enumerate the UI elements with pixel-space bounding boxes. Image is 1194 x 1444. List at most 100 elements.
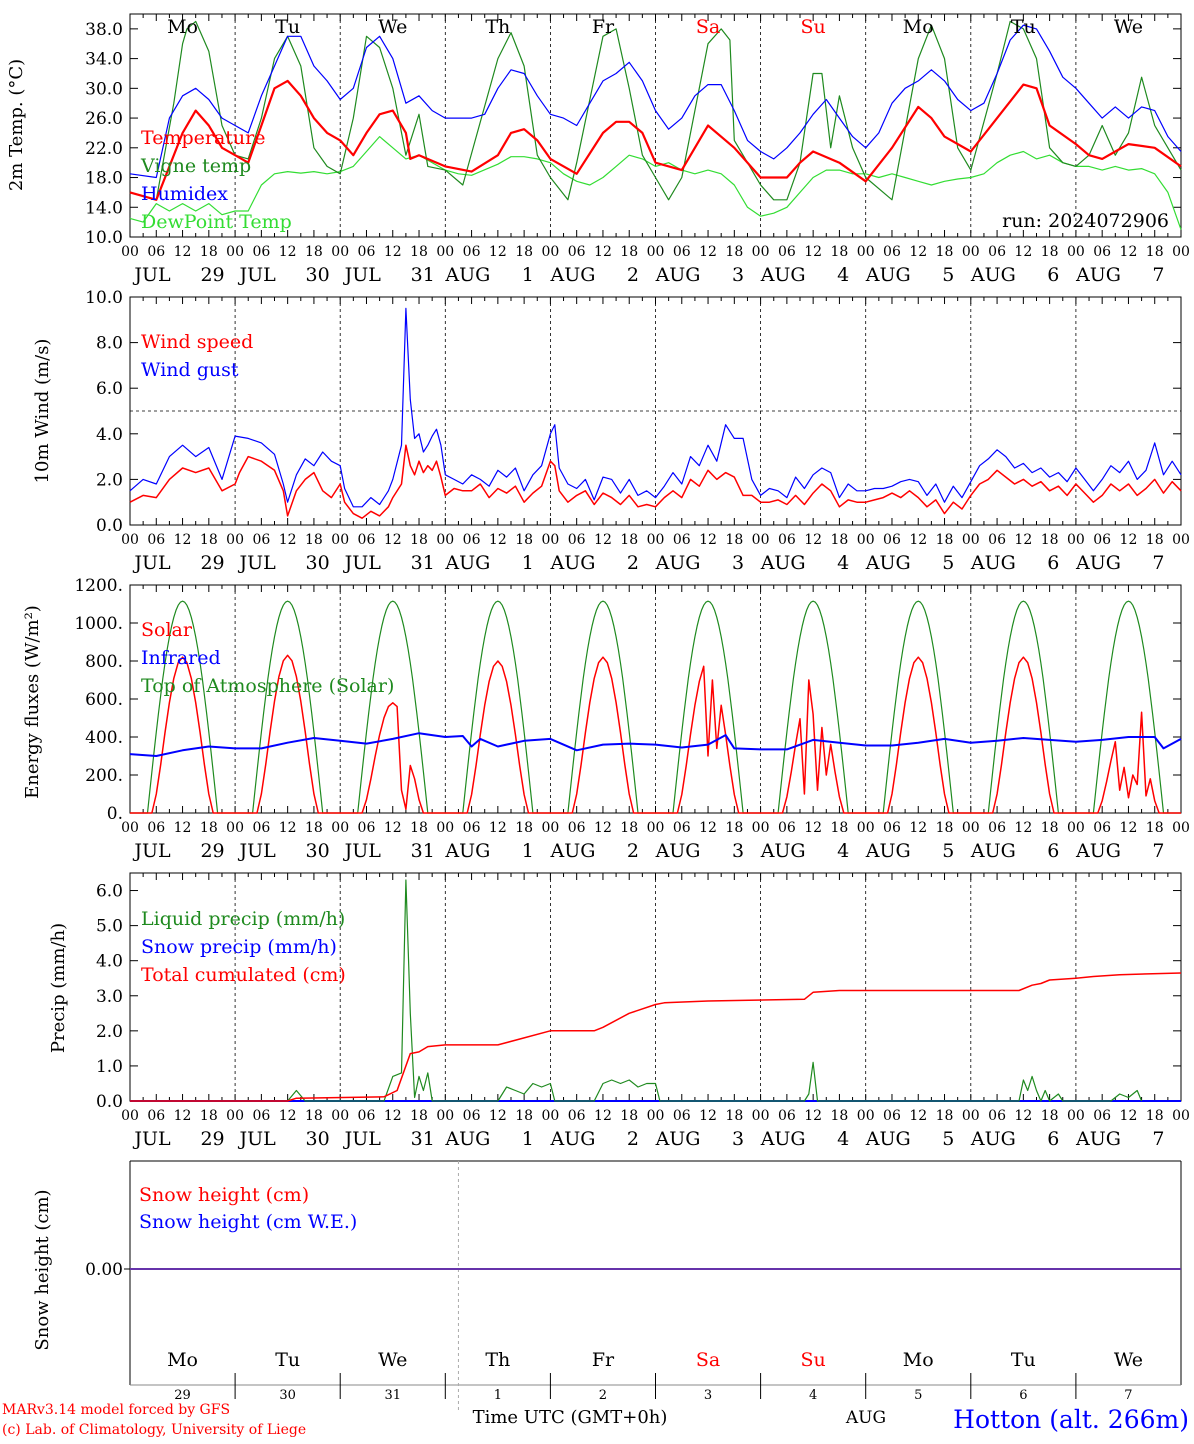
temperature-axis-hour-label: 18: [831, 244, 849, 260]
temperature-ytick-label: 34.0: [85, 50, 123, 70]
energy-axis-day-label: 5: [942, 840, 954, 862]
energy-axis-hour-label: 00: [647, 820, 665, 836]
temperature-axis-hour-label: 06: [673, 244, 691, 260]
precip-axis-hour-label: 00: [331, 1108, 349, 1124]
wind-axis-day-label: 3: [732, 552, 744, 574]
day-name-bottom: Su: [801, 1349, 826, 1371]
temperature-axis-hour-label: 00: [752, 244, 770, 260]
temperature-axis-hour-label: 18: [410, 244, 428, 260]
energy-legend-entry: Top of Atmosphere (Solar): [141, 675, 394, 697]
temperature-axis-day-label: 7: [1152, 264, 1164, 286]
temperature-axis-month-label: JUL: [343, 264, 382, 286]
temperature-axis-day-label: 5: [942, 264, 954, 286]
energy-axis-day-label: 2: [627, 840, 639, 862]
temperature-axis-hour-label: 00: [541, 244, 559, 260]
precip-ytick-label: 0.0: [96, 1092, 123, 1112]
energy-axis-hour-label: 00: [436, 820, 454, 836]
wind-axis-day-label: 31: [411, 552, 435, 574]
precip-axis-hour-label: 18: [725, 1108, 743, 1124]
precip-axis-day-label: 4: [837, 1128, 849, 1150]
precip-axis-day-label: 5: [942, 1128, 954, 1150]
energy-axis-hour-label: 06: [568, 820, 586, 836]
temperature-axis-day-label: 29: [200, 264, 224, 286]
energy-axis-month-label: AUG: [655, 840, 701, 862]
temperature-axis-hour-label: 00: [121, 244, 139, 260]
precip-axis-hour-label: 18: [305, 1108, 323, 1124]
wind-axis-hour-label: 12: [279, 532, 297, 548]
wind-axis-hour-label: 18: [1146, 532, 1164, 548]
precip-axis-hour-label: 00: [1067, 1108, 1085, 1124]
energy-axis-hour-label: 18: [831, 820, 849, 836]
wind-axis-month-label: AUG: [760, 552, 806, 574]
snow-day-number: 7: [1124, 1388, 1132, 1403]
wind-axis-day-label: 5: [942, 552, 954, 574]
energy-ytick-label: 1200.: [74, 576, 123, 596]
precip-axis-day-label: 31: [411, 1128, 435, 1150]
wind-ytick-label: 6.0: [96, 379, 123, 399]
energy-ytick-label: 400.: [85, 728, 123, 748]
energy-axis-hour-label: 18: [725, 820, 743, 836]
precip-axis-hour-label: 06: [358, 1108, 376, 1124]
temperature-axis-hour-label: 12: [699, 244, 717, 260]
precip-ytick-label: 6.0: [96, 882, 123, 902]
temperature-axis-hour-label: 00: [857, 244, 875, 260]
cumulated-precip-series: [130, 972, 1182, 1102]
temperature-axis-hour-label: 12: [279, 244, 297, 260]
precip-axis-day-label: 2: [627, 1128, 639, 1150]
wind-ytick-label: 4.0: [96, 425, 123, 445]
wind-axis-month-label: JUL: [238, 552, 277, 574]
wind-axis-hour-label: 00: [436, 532, 454, 548]
precip-ytick-label: 1.0: [96, 1057, 123, 1077]
temperature-axis-hour-label: 12: [384, 244, 402, 260]
temperature-axis-hour-label: 12: [174, 244, 192, 260]
precip-axis-hour-label: 18: [1041, 1108, 1059, 1124]
wind-axis-month-label: AUG: [865, 552, 911, 574]
precip-axis-hour-label: 06: [568, 1108, 586, 1124]
energy-axis-hour-label: 06: [147, 820, 165, 836]
precip-axis-hour-label: 06: [147, 1108, 165, 1124]
precip-axis-hour-label: 00: [647, 1108, 665, 1124]
energy-axis-hour-label: 18: [305, 820, 323, 836]
temperature-axis-month-label: AUG: [1075, 264, 1121, 286]
lab-credit: (c) Lab. of Climatology, University of L…: [2, 1422, 306, 1438]
temperature-axis-day-label: 2: [627, 264, 639, 286]
temperature-axis-month-label: AUG: [760, 264, 806, 286]
wind-axis-hour-label: 18: [200, 532, 218, 548]
temperature-axis-hour-label: 06: [252, 244, 270, 260]
wind-axis-hour-label: 12: [489, 532, 507, 548]
energy-axis-month-label: AUG: [444, 840, 490, 862]
energy-axis-day-label: 7: [1152, 840, 1164, 862]
day-name-bottom: Sa: [696, 1349, 720, 1371]
wind-axis-hour-label: 12: [909, 532, 927, 548]
energy-axis-hour-label: 00: [1172, 820, 1190, 836]
temperature-axis-month-label: AUG: [970, 264, 1016, 286]
temperature-ylabel: 2m Temp. (°C): [6, 59, 27, 191]
temperature-axis-hour-label: 12: [1014, 244, 1032, 260]
temperature-series-1: [129, 20, 1182, 201]
precip-ytick-label: 4.0: [96, 952, 123, 972]
wind-axis-hour-label: 18: [725, 532, 743, 548]
precip-axis-hour-label: 18: [515, 1108, 533, 1124]
energy-axis-hour-label: 00: [226, 820, 244, 836]
precip-axis-hour-label: 12: [909, 1108, 927, 1124]
energy-axis-hour-label: 06: [673, 820, 691, 836]
wind-axis-hour-label: 00: [857, 532, 875, 548]
energy-axis-hour-label: 12: [909, 820, 927, 836]
wind-gust-series: [129, 307, 1182, 508]
temperature-axis-hour-label: 18: [305, 244, 323, 260]
temperature-axis-hour-label: 00: [1067, 244, 1085, 260]
temperature-legend-entry: Temperature: [141, 127, 265, 149]
temperature-axis-hour-label: 12: [1120, 244, 1138, 260]
precip-axis-hour-label: 12: [699, 1108, 717, 1124]
run-label: run: 2024072906: [1002, 210, 1169, 232]
snow-day-number: 29: [174, 1388, 191, 1403]
snow-legend-entry: Snow height (cm): [139, 1184, 309, 1206]
temperature-axis-hour-label: 18: [1041, 244, 1059, 260]
temperature-axis-month-label: JUL: [132, 264, 171, 286]
wind-axis-hour-label: 06: [568, 532, 586, 548]
wind-axis-hour-label: 06: [1093, 532, 1111, 548]
day-name-bottom: Tu: [1011, 1349, 1036, 1371]
energy-axis-hour-label: 06: [1093, 820, 1111, 836]
temperature-ytick-label: 10.0: [85, 228, 123, 248]
temperature-series-2: [129, 24, 1182, 179]
